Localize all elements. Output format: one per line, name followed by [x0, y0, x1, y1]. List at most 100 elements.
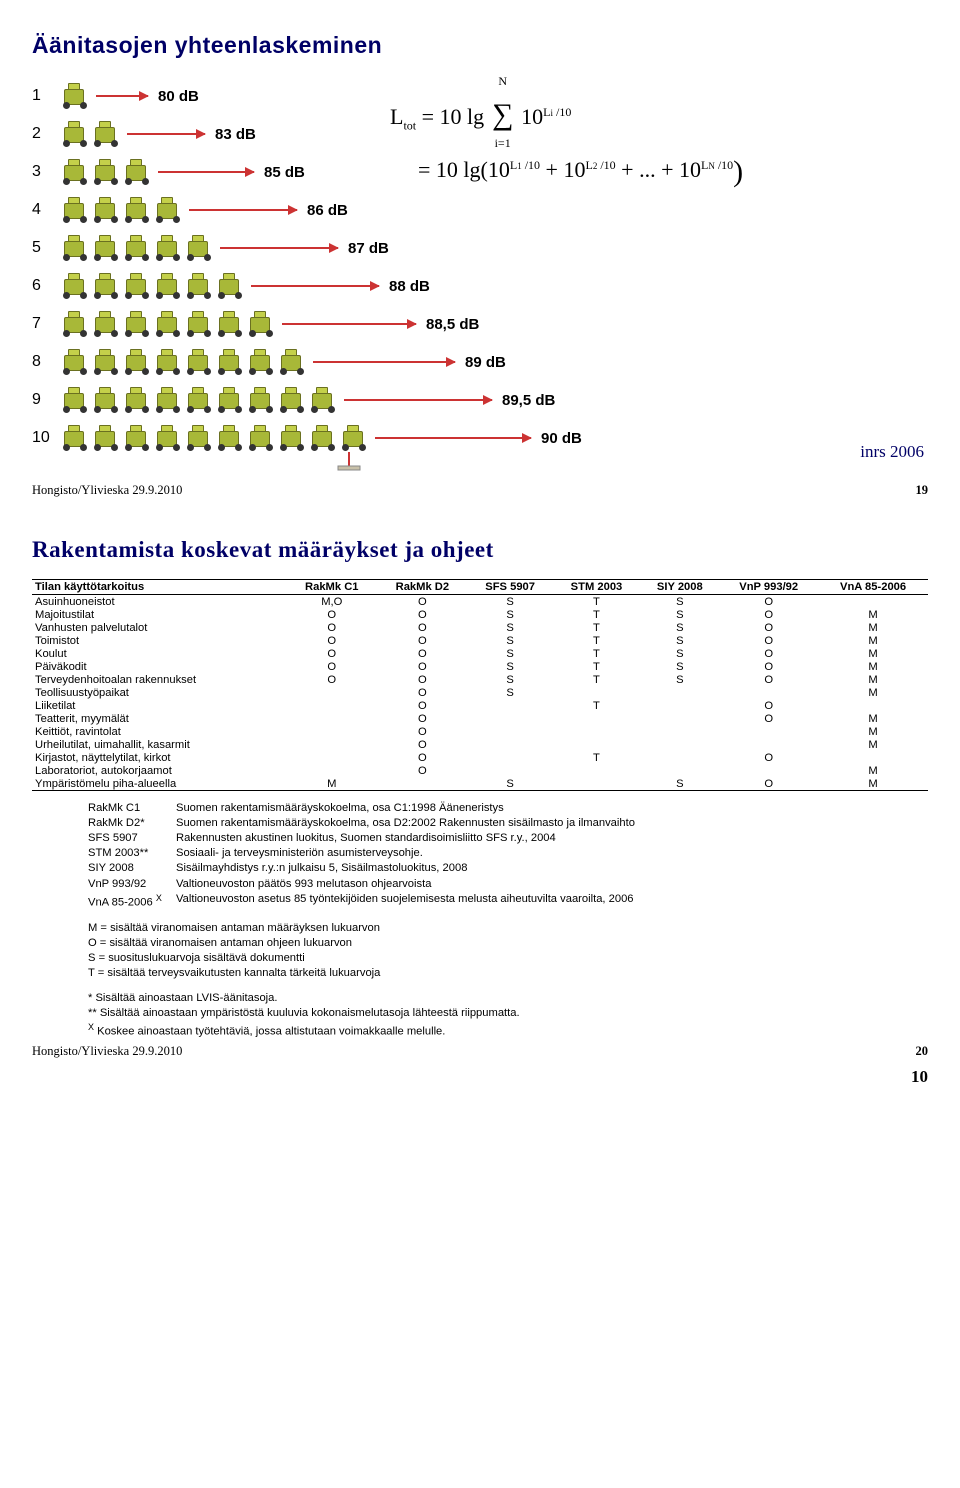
machine-icon: [153, 273, 183, 299]
db-value: 87 dB: [348, 240, 389, 257]
table-header: VnA 85-2006: [818, 580, 928, 595]
pedestal-icon: [334, 452, 364, 474]
table-cell: [640, 699, 719, 712]
table-cell: [553, 777, 641, 791]
table-header: SFS 5907: [468, 580, 553, 595]
machine-icon: [308, 387, 338, 413]
table-row: Kirjastot, näyttelytilat, kirkotOTO: [32, 751, 928, 764]
legend-block: M = sisältää viranomaisen antaman määräy…: [88, 921, 928, 981]
machine-icons: [60, 425, 369, 451]
machine-icon: [184, 311, 214, 337]
sound-row: 587 dB: [32, 229, 928, 267]
definition-row: RakMk C1Suomen rakentamismääräyskokoelma…: [88, 801, 928, 816]
table-cell: O: [719, 608, 818, 621]
machine-icons: [60, 273, 245, 299]
table-cell: S: [640, 660, 719, 673]
definition-row: RakMk D2*Suomen rakentamismääräyskokoelm…: [88, 816, 928, 831]
table-cell: O: [286, 621, 377, 634]
table-header: VnP 993/92: [719, 580, 818, 595]
machine-icon: [122, 159, 152, 185]
machine-icon: [153, 311, 183, 337]
ftxt: = 10 lg: [416, 104, 490, 129]
machine-icon: [60, 387, 90, 413]
table-row: TeollisuustyöpaikatOSM: [32, 686, 928, 699]
machine-icon: [184, 235, 214, 261]
definition-key: RakMk C1: [88, 801, 176, 816]
machine-icon: [60, 235, 90, 261]
table-cell: O: [719, 634, 818, 647]
table-cell: Liiketilat: [32, 699, 286, 712]
definition-value: Suomen rakentamismääräyskokoelma, osa C1…: [176, 801, 504, 816]
table-cell: S: [468, 777, 553, 791]
machine-icon: [60, 159, 90, 185]
machine-icon: [91, 425, 121, 451]
table-cell: O: [719, 673, 818, 686]
machine-icon: [277, 387, 307, 413]
definition-key: VnA 85-2006 X: [88, 892, 176, 911]
db-value: 83 dB: [215, 126, 256, 143]
slide-2: Rakentamista koskevat määräykset ja ohje…: [0, 516, 960, 1111]
arrow-icon: [158, 171, 254, 173]
table-cell: [553, 725, 641, 738]
definition-key: SFS 5907: [88, 831, 176, 846]
machine-icons: [60, 235, 214, 261]
table-cell: O: [377, 712, 468, 725]
formula-block: Ltot = 10 lg N∑i=1 10Li /10 = 10 lg(10L1…: [390, 86, 743, 200]
sum-bot: i=1: [490, 132, 516, 155]
table-cell: S: [468, 686, 553, 699]
table-cell: [553, 712, 641, 725]
table-cell: [818, 751, 928, 764]
table-cell: [553, 764, 641, 777]
machine-icon: [60, 425, 90, 451]
table-cell: [640, 712, 719, 725]
ftxt: 10: [521, 104, 543, 129]
table-cell: S: [640, 647, 719, 660]
table-cell: M: [818, 634, 928, 647]
table-cell: S: [640, 621, 719, 634]
machine-icon: [60, 311, 90, 337]
table-row: Ympäristömelu piha-alueellaMSSOM: [32, 777, 928, 791]
table-cell: O: [719, 595, 818, 609]
table-cell: M: [286, 777, 377, 791]
db-value: 88 dB: [389, 278, 430, 295]
slide2-title: Rakentamista koskevat määräykset ja ohje…: [32, 534, 928, 565]
table-cell: [468, 699, 553, 712]
table-cell: [553, 686, 641, 699]
table-cell: O: [286, 608, 377, 621]
table-header: Tilan käyttötarkoitus: [32, 580, 286, 595]
definition-row: VnP 993/92Valtioneuvoston päätös 993 mel…: [88, 877, 928, 892]
machine-icon: [122, 273, 152, 299]
table-cell: T: [553, 634, 641, 647]
table-cell: [468, 764, 553, 777]
table-cell: [640, 725, 719, 738]
table-cell: S: [640, 634, 719, 647]
table-cell: [286, 764, 377, 777]
machine-icon: [184, 273, 214, 299]
db-value: 88,5 dB: [426, 316, 479, 333]
machine-icon: [339, 425, 369, 451]
table-cell: M: [818, 738, 928, 751]
fsup: /10: [553, 105, 571, 119]
regulation-table: Tilan käyttötarkoitusRakMk C1RakMk D2SFS…: [32, 579, 928, 791]
table-cell: M: [818, 608, 928, 621]
formula-line2: = 10 lg(10L1 /10 + 10L2 /10 + ... + 10LN…: [418, 143, 743, 200]
footer-page: 20: [916, 1044, 929, 1059]
table-cell: [640, 686, 719, 699]
table-cell: S: [468, 673, 553, 686]
row-number: 2: [32, 125, 60, 143]
table-cell: O: [377, 660, 468, 673]
fsup: L: [585, 158, 592, 172]
definition-value: Rakennusten akustinen luokitus, Suomen s…: [176, 831, 556, 846]
table-cell: [818, 595, 928, 609]
table-cell: [468, 725, 553, 738]
machine-icon: [246, 387, 276, 413]
table-cell: Toimistot: [32, 634, 286, 647]
table-cell: O: [286, 660, 377, 673]
table-cell: M: [818, 764, 928, 777]
db-value: 85 dB: [264, 164, 305, 181]
table-cell: S: [640, 777, 719, 791]
definition-value: Valtioneuvoston asetus 85 työntekijöiden…: [176, 892, 634, 911]
table-cell: Keittiöt, ravintolat: [32, 725, 286, 738]
arrow-icon: [96, 95, 148, 97]
machine-icon: [215, 387, 245, 413]
